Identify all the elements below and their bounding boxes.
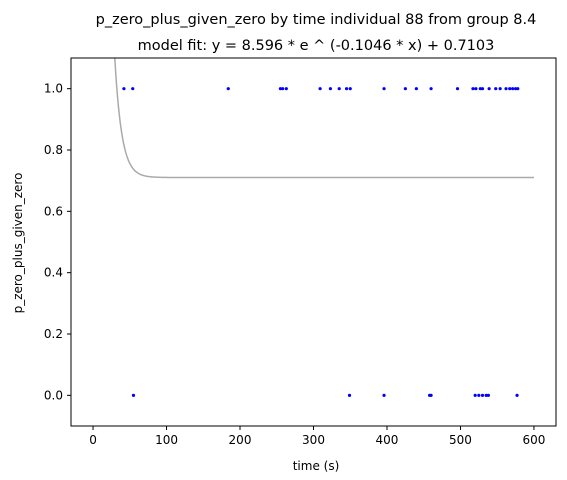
data-point xyxy=(498,87,502,91)
data-point xyxy=(455,87,460,91)
data-point xyxy=(344,87,349,91)
y-tick-label: 0.2 xyxy=(44,327,63,341)
data-point xyxy=(473,393,477,397)
data-point xyxy=(131,87,135,91)
data-point xyxy=(278,87,283,91)
y-axis-label: p_zero_plus_given_zero xyxy=(11,173,25,314)
data-point xyxy=(508,87,512,91)
data-point xyxy=(504,87,508,91)
data-point xyxy=(484,393,488,397)
data-point xyxy=(348,87,352,91)
data-point xyxy=(281,87,285,91)
chart-subtitle: model fit: y = 8.596 * e ^ (-0.1046 * x)… xyxy=(138,38,495,54)
data-point xyxy=(382,393,386,397)
y-axis: 0.0 0.2 0.4 0.6 0.8 1.0 xyxy=(44,82,71,402)
data-point xyxy=(337,87,341,91)
data-point xyxy=(471,87,475,91)
data-point xyxy=(480,393,485,397)
data-point xyxy=(487,87,491,91)
fit-curve xyxy=(114,58,534,179)
x-tick-label: 500 xyxy=(449,433,472,447)
x-tick-label: 200 xyxy=(229,433,252,447)
plot-frame xyxy=(70,57,557,427)
data-point xyxy=(494,87,498,91)
data-point xyxy=(122,87,126,91)
data-point xyxy=(226,87,230,91)
data-point xyxy=(478,87,482,91)
y-tick-label: 0.6 xyxy=(44,204,63,218)
y-tick-label: 0.8 xyxy=(44,143,63,157)
data-point xyxy=(486,393,490,397)
data-point xyxy=(477,393,481,397)
x-axis-label: time (s) xyxy=(293,459,340,473)
data-point xyxy=(414,87,418,91)
data-point xyxy=(328,87,332,91)
data-point xyxy=(480,87,485,91)
data-point xyxy=(131,393,136,397)
y-tick-label: 0.0 xyxy=(44,388,63,402)
data-point xyxy=(513,87,518,91)
x-tick-label: 0 xyxy=(89,433,97,447)
x-tick-label: 400 xyxy=(376,433,399,447)
data-point xyxy=(511,87,515,91)
data-point xyxy=(382,87,386,91)
data-point xyxy=(429,393,433,397)
data-point xyxy=(516,87,520,91)
data-point xyxy=(284,87,288,91)
data-point xyxy=(429,87,433,91)
data-point xyxy=(347,393,352,397)
data-point xyxy=(515,393,519,397)
data-point xyxy=(318,87,322,91)
y-tick-label: 1.0 xyxy=(44,82,63,96)
y-tick-label: 0.4 xyxy=(44,266,63,280)
x-tick-label: 600 xyxy=(523,433,546,447)
data-point xyxy=(403,87,407,91)
x-tick-label: 100 xyxy=(155,433,178,447)
x-tick-label: 300 xyxy=(302,433,325,447)
plot-area xyxy=(114,58,534,397)
x-axis: 0 100 200 300 400 500 600 xyxy=(89,426,545,447)
chart-title: p_zero_plus_given_zero by time individua… xyxy=(96,12,537,28)
data-point xyxy=(474,87,478,91)
